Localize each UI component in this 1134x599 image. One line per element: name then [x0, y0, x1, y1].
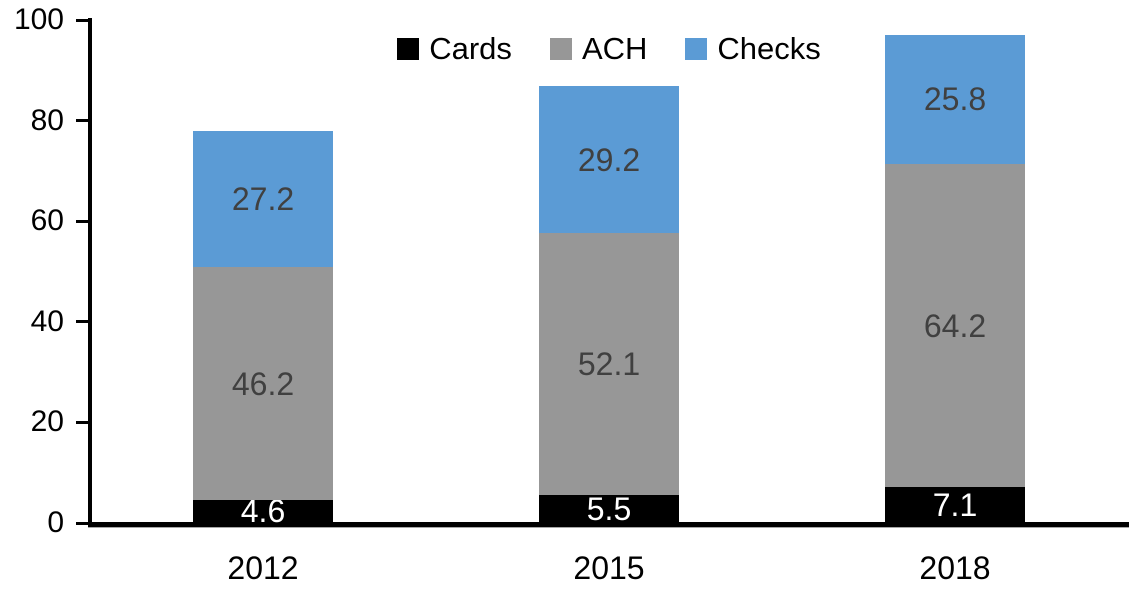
y-tick-label: 20 — [30, 405, 64, 439]
legend-label: ACH — [581, 31, 648, 66]
y-tick-label: 40 — [30, 304, 64, 338]
bar-segment-checks-2015: 29.2 — [539, 86, 679, 234]
legend-label: Checks — [717, 31, 821, 66]
legend-item-cards: Cards — [397, 33, 512, 64]
y-tick-mark — [76, 420, 88, 424]
y-tick-label: 0 — [47, 506, 64, 539]
bar-value-label: 27.2 — [231, 181, 295, 218]
y-tick-mark — [76, 219, 88, 223]
bar-segment-ach-2012: 46.2 — [193, 267, 333, 500]
checks-legend-swatch-icon — [685, 37, 708, 60]
x-axis-line — [88, 522, 1129, 528]
y-tick-mark — [76, 18, 88, 22]
y-tick-label: 80 — [30, 103, 64, 137]
y-tick-mark — [76, 521, 88, 525]
bar-value-label: 46.2 — [231, 365, 295, 402]
bar-value-label: 5.5 — [586, 491, 632, 528]
bar-segment-cards-2018: 7.1 — [885, 487, 1025, 523]
y-tick-mark — [76, 320, 88, 324]
y-axis-line — [88, 18, 92, 527]
bar-segment-checks-2012: 27.2 — [193, 130, 333, 268]
bar-value-label: 29.2 — [577, 141, 641, 178]
y-tick-mark — [76, 119, 88, 123]
bar-value-label: 7.1 — [932, 487, 978, 524]
bar-value-label: 25.8 — [923, 81, 987, 118]
cards-legend-swatch-icon — [397, 37, 420, 60]
bar-value-label: 52.1 — [577, 346, 641, 383]
bar-segment-cards-2012: 4.6 — [193, 495, 333, 527]
bar-segment-checks-2018: 25.8 — [885, 34, 1025, 165]
bar-value-label: 64.2 — [923, 307, 987, 344]
ach-legend-swatch-icon — [549, 37, 572, 60]
x-category-label: 2012 — [227, 550, 299, 586]
x-category-label: 2015 — [573, 550, 645, 586]
legend-item-ach: ACH — [549, 31, 648, 66]
bar-segment-cards-2015: 5.5 — [539, 491, 679, 528]
chart-legend: Cards ACH Checks — [90, 33, 1128, 64]
x-category-label: 2018 — [919, 550, 991, 586]
legend-label: Cards — [429, 31, 512, 66]
y-tick-label: 60 — [30, 204, 64, 238]
legend-item-checks: Checks — [685, 31, 821, 66]
bar-segment-ach-2015: 52.1 — [539, 233, 679, 496]
bar-segment-ach-2018: 64.2 — [885, 164, 1025, 488]
y-tick-label: 100 — [13, 3, 64, 36]
bar-value-label: 4.6 — [240, 493, 286, 530]
